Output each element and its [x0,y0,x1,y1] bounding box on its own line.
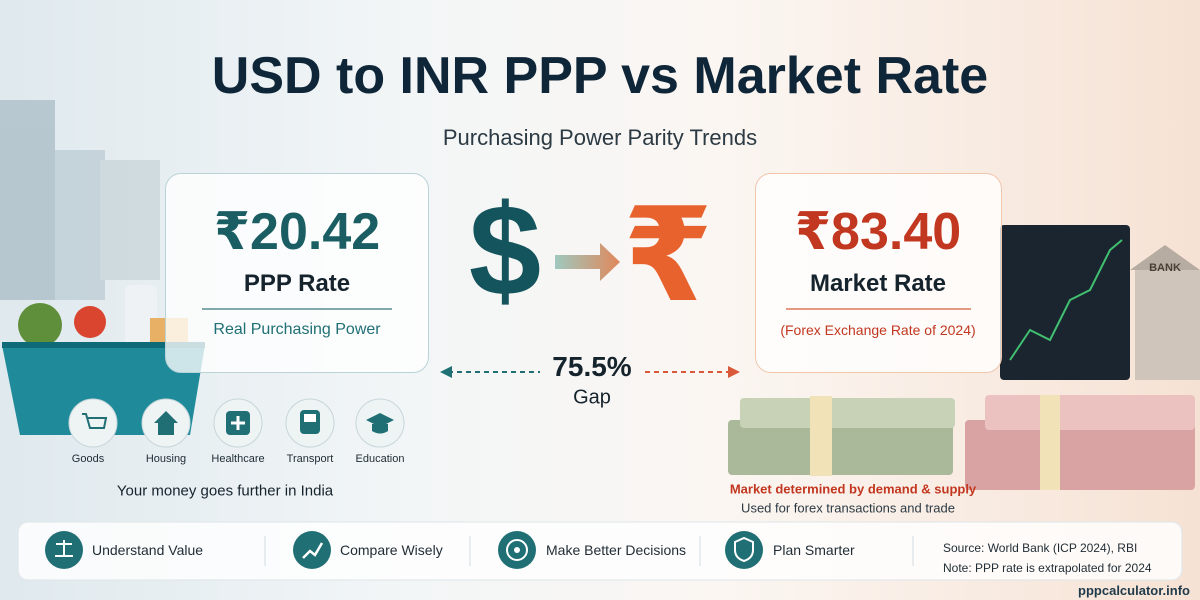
gap-value: 75.5% [552,351,632,382]
spending-icons [68,398,405,448]
ppp-value: ₹20.42 [213,203,381,261]
market-label: Market Rate [809,270,947,297]
footer-item: Understand Value [92,542,204,558]
footer-dividers [264,536,914,566]
basket [2,285,205,435]
monitor [1000,225,1200,380]
ppp-note: Real Purchasing Power [213,321,381,338]
footer-item: Compare Wisely [340,542,443,558]
ppp-card: ₹20.42 PPP Rate Real Purchasing Power [165,173,429,373]
gap-arrows [440,366,740,378]
market-note-2: Used for forex transactions and trade [741,500,955,516]
conversion-arrow [555,243,620,281]
note: Note: PPP rate is extrapolated for 2024 [943,561,1152,575]
market-value: ₹83.40 [794,203,962,261]
spending-label: Transport [286,453,334,465]
dollar-symbol: $ [468,177,542,323]
market-note-1: Market determined by demand & supply [729,481,977,497]
gap-label: Gap [573,386,611,409]
spending-caption: Your money goes further in India [116,482,334,500]
watermark: pppcalculator.info [1078,583,1190,598]
footer-item: Plan Smarter [773,542,855,558]
subtitle: Purchasing Power Parity Trends [442,125,758,150]
bank-sign: BANK [1149,262,1181,274]
source: Source: World Bank (ICP 2024), RBI [943,541,1138,555]
spending-label: Housing [145,453,187,465]
market-card: ₹83.40 Market Rate (Forex Exchange Rate … [755,173,1002,373]
ppp-label: PPP Rate [243,270,351,297]
spending-label: Healthcare [211,453,265,465]
market-note: (Forex Exchange Rate of 2024) [780,322,976,338]
buildings [0,100,160,300]
footer-item: Make Better Decisions [546,542,687,558]
footer-icons [45,531,763,569]
divider [786,308,971,310]
spending-label: Education [355,453,405,465]
money-stacks [728,395,1195,490]
rupee-symbol: ₹ [622,182,714,328]
spending-label: Goods [71,453,105,465]
divider [202,308,392,310]
title: USD to INR PPP vs Market Rate [211,47,989,105]
